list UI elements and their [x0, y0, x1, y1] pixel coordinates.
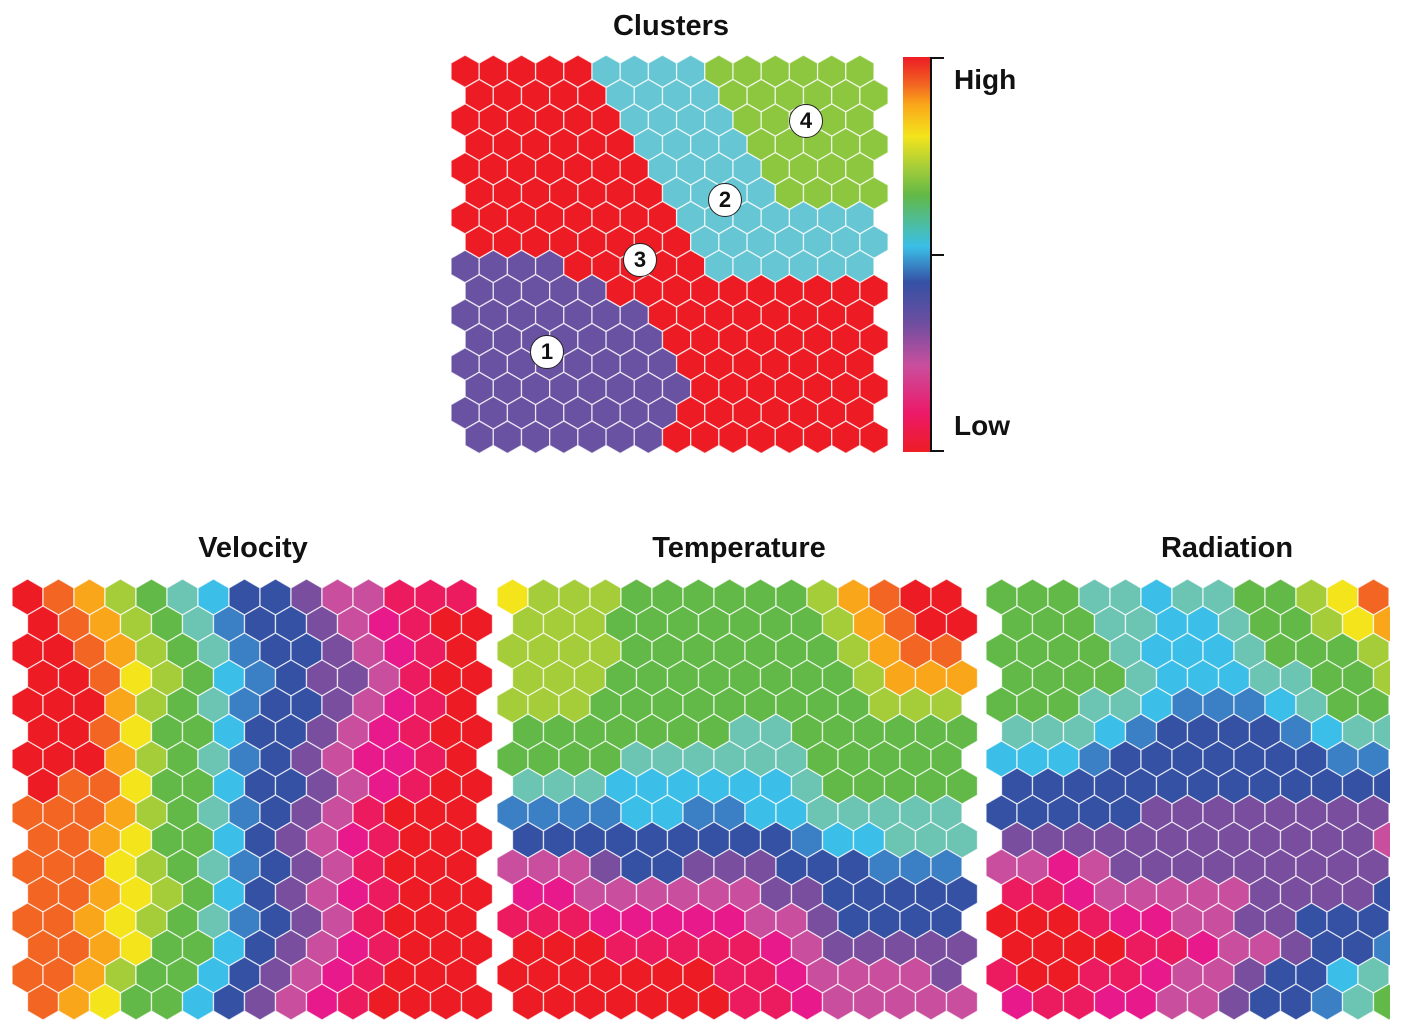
cluster-label-2: 2 — [708, 183, 742, 217]
velocity-title: Velocity — [198, 532, 308, 564]
velocity-map — [11, 578, 494, 1020]
clusters-title: Clusters — [612, 10, 730, 42]
temperature-hex-cell — [945, 983, 979, 1020]
colorbar-tick-bottom — [930, 450, 944, 452]
radiation-map — [985, 578, 1390, 1020]
cluster-label-1: 1 — [530, 335, 564, 369]
colorbar-tick-middle — [930, 254, 944, 256]
cluster-label-3: 3 — [623, 243, 657, 277]
colorbar-bracket — [930, 57, 944, 452]
radiation-title: Radiation — [1160, 532, 1294, 564]
radiation-hex-cell — [1372, 983, 1390, 1020]
temperature-map — [496, 578, 979, 1020]
cluster-label-4: 4 — [789, 104, 823, 138]
clusters-hex-cell — [859, 420, 889, 454]
colorbar-tick-top — [930, 57, 944, 59]
clusters-map — [450, 54, 889, 454]
colorbar — [903, 57, 930, 452]
temperature-title: Temperature — [652, 532, 826, 564]
velocity-hex-cell — [460, 983, 494, 1020]
colorbar-high-label: High — [954, 64, 1017, 95]
colorbar-low-label: Low — [954, 410, 1010, 441]
